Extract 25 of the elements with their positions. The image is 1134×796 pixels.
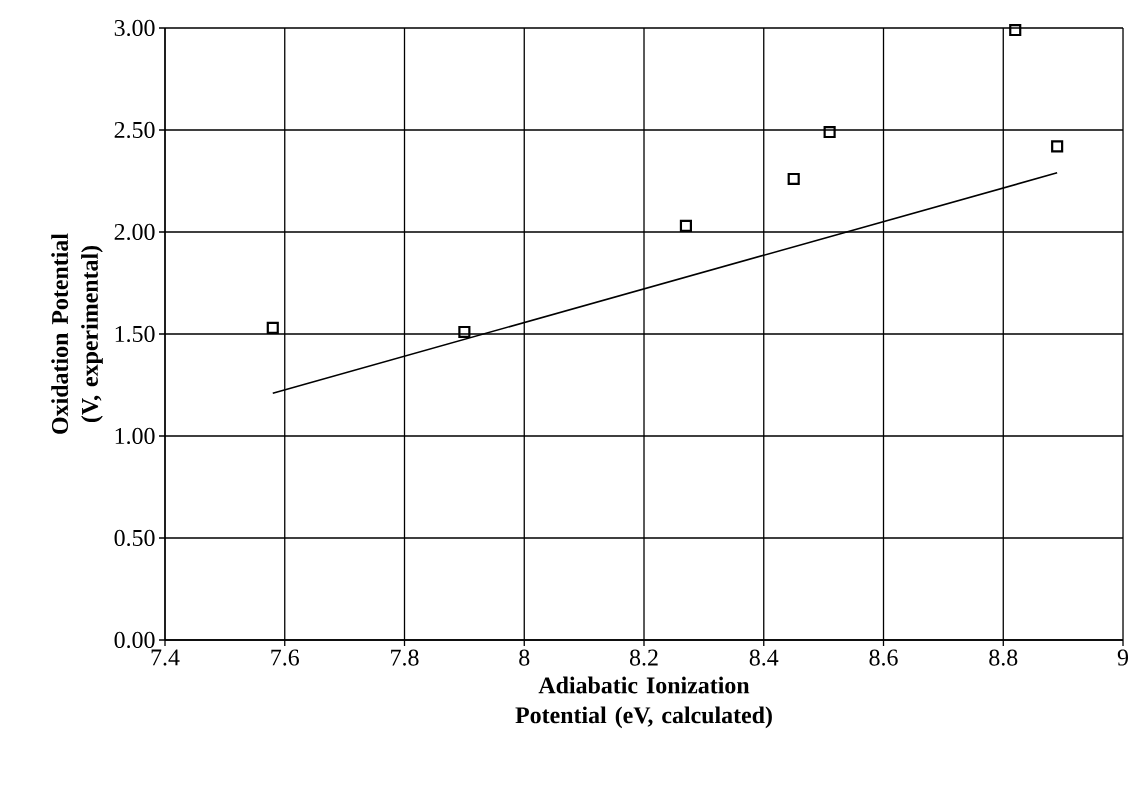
- point: [823, 125, 836, 139]
- x-tick-label: 8.4: [749, 649, 779, 666]
- x-axis-title: Adiabatic Ionization Potential (eV, calculated): [515, 676, 772, 729]
- point: [458, 325, 471, 339]
- x-tick-label: 7.6: [271, 649, 299, 666]
- point: [266, 321, 279, 334]
- y-tick-label: 2.50: [114, 121, 155, 139]
- point: [1009, 23, 1022, 37]
- y-tick-label: 0.00: [114, 631, 155, 649]
- x-tick-label: 8: [519, 649, 530, 666]
- x-tick-label: 7.4: [151, 649, 180, 666]
- point: [787, 172, 800, 186]
- y-tick-label: 1.00: [115, 427, 155, 445]
- y-axis-title: Oxidation Potential (V, experimental): [51, 233, 103, 434]
- x-tick-label: 9: [1117, 649, 1128, 666]
- y-tick-label: 3.00: [114, 19, 155, 37]
- point: [1051, 140, 1064, 153]
- y-tick-label: 0.50: [114, 529, 155, 547]
- y-tick-label: 2.00: [114, 223, 155, 241]
- y-tick-label: 1.50: [115, 325, 155, 343]
- x-tick-label: 7.8: [391, 649, 419, 666]
- x-tick-label: 8.8: [989, 649, 1018, 666]
- x-tick-label: 8.2: [629, 649, 658, 666]
- point: [679, 219, 692, 232]
- x-tick-label: 8.6: [869, 649, 898, 666]
